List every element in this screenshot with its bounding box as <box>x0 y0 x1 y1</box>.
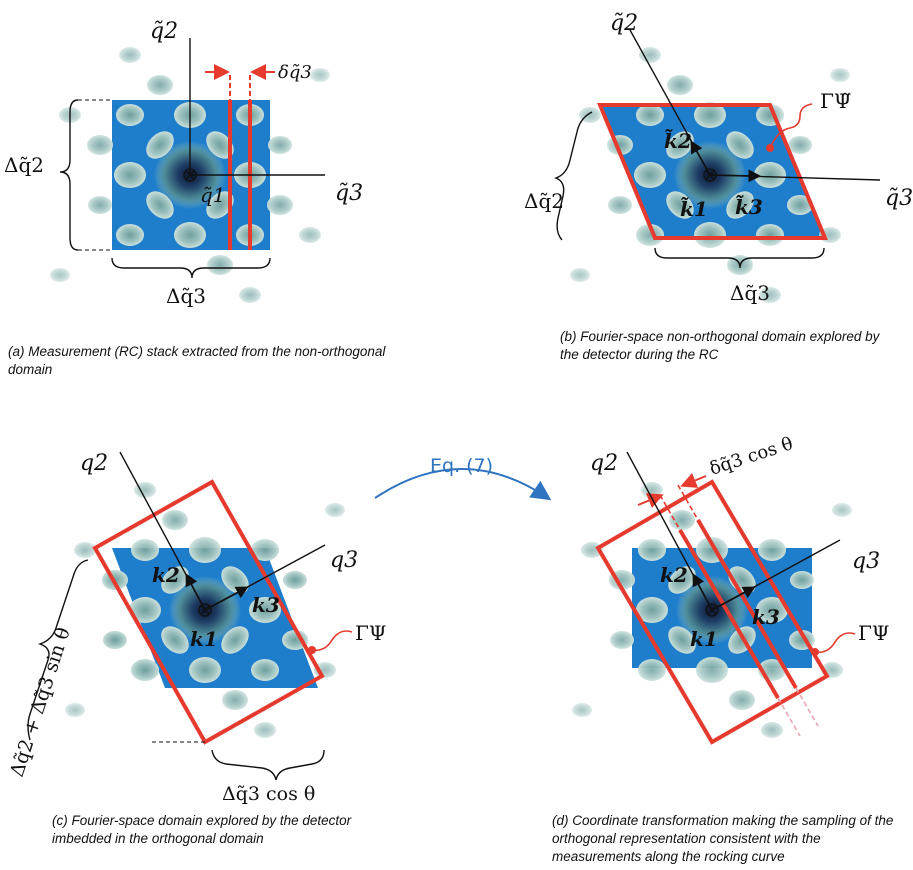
panel-d-label-delta-small: δq̃3 cos θ <box>707 433 796 480</box>
panel-a-label-q3: q̃3 <box>335 181 363 206</box>
panel-a-label-delta-q2: Δq̃2 <box>4 153 44 177</box>
panel-a-bracket-q2 <box>59 99 79 251</box>
transition-arrow <box>374 468 552 501</box>
panel-b-label-k3: k̃3 <box>735 194 763 219</box>
panel-d-label-k3: k3 <box>752 605 780 629</box>
panel-d-gamma-leader <box>814 632 856 654</box>
panel-d-delta-arrow-right <box>680 473 707 488</box>
panel-d-label-q3: q3 <box>852 549 880 574</box>
panel-c-label-q2: q2 <box>80 451 108 476</box>
panel-c-label-k3: k3 <box>252 593 280 617</box>
panel-d-frame <box>595 479 830 745</box>
panel-b-frame <box>597 103 828 240</box>
panel-d-caption: (d) Coordinate transformation making the… <box>552 813 894 864</box>
panel-c-label-gamma: ΓΨ <box>355 621 386 645</box>
panel-b-label-gamma: ΓΨ̃ <box>820 89 851 113</box>
panel-b-gamma-leader <box>769 103 813 149</box>
panel-b-bracket-q2 <box>554 111 593 241</box>
panel-c-origin-icon <box>198 603 212 617</box>
panel-a-label-delta-small: δq̃3 <box>278 62 312 83</box>
panel-b-label-k1: k̃1 <box>680 196 708 221</box>
panel-c-bracket-sum <box>27 559 89 741</box>
panel-a-label-q1: q̃1 <box>200 183 226 207</box>
panel-c-caption: (c) Fourier-space domain explored by the… <box>52 813 352 846</box>
panel-d-vector-k3 <box>711 586 756 611</box>
panel-b-vector-k3 <box>709 169 762 183</box>
panel-a-origin-icon <box>183 168 197 182</box>
panel-d-slice-left <box>678 528 780 700</box>
panel-c-label-delta-sum: Δq̃2 + Δq̃3 sin θ <box>6 625 75 780</box>
panel-b-label-delta-q2: Δq̃2 <box>524 189 564 213</box>
panel-d-slice-right <box>696 518 798 690</box>
panel-b-origin-icon <box>703 168 717 182</box>
panel-c-vector-k3 <box>204 586 249 611</box>
panel-a-caption: (a) Measurement (RC) stack extracted fro… <box>8 344 386 377</box>
panel-c-gamma-leader <box>311 630 353 652</box>
panel-c-frame <box>92 479 325 745</box>
panel-d-delta-arrow-left <box>637 493 664 508</box>
transition: Eq. (7) <box>374 455 552 501</box>
panel-d-origin-icon <box>705 603 719 617</box>
panel-c-label-delta-cos: Δq̃3 cos θ <box>222 783 315 805</box>
panel-c-label-k2: k2 <box>152 563 180 587</box>
panel-d-label-k1: k1 <box>690 627 718 651</box>
panel-c-label-k1: k1 <box>190 627 218 651</box>
panel-a: q̃2 q̃3 q̃1 Δq̃2 Δq̃3 δq̃3 <box>4 19 363 308</box>
panel-a-bracket-q3 <box>111 257 271 279</box>
panel-c-label-q3: q3 <box>330 548 358 573</box>
panel-b-bracket-q3 <box>654 247 825 269</box>
panel-d-label-gamma: ΓΨ <box>858 621 889 645</box>
panel-b-label-k2: k̃2 <box>664 128 692 153</box>
panel-a-label-delta-q3: Δq̃3 <box>166 284 206 308</box>
panel-b-label-q2: q̃2 <box>610 11 638 36</box>
panel-d: q2 q3 k2 k1 k3 ΓΨ δq̃3 cos θ <box>572 433 889 745</box>
panel-d-label-q2: q2 <box>590 451 618 476</box>
panel-d-label-k2: k2 <box>660 563 688 587</box>
panel-b-label-q3: q̃3 <box>885 186 913 211</box>
panel-a-label-q2: q̃2 <box>150 19 178 44</box>
panel-b-caption: (b) Fourier-space non-orthogonal domain … <box>560 329 880 362</box>
panel-c-bracket-cos <box>211 749 325 781</box>
transition-label: Eq. (7) <box>430 455 493 477</box>
panel-b-label-delta-q3: Δq̃3 <box>730 281 770 305</box>
panel-c: q2 q3 k2 k1 k3 ΓΨ Δq̃2 + Δq̃3 sin θ Δq̃3… <box>6 451 387 805</box>
panel-b: q̃2 q̃3 k̃2 k̃1 k̃3 Δq̃2 Δq̃3 ΓΨ̃ <box>524 11 913 305</box>
